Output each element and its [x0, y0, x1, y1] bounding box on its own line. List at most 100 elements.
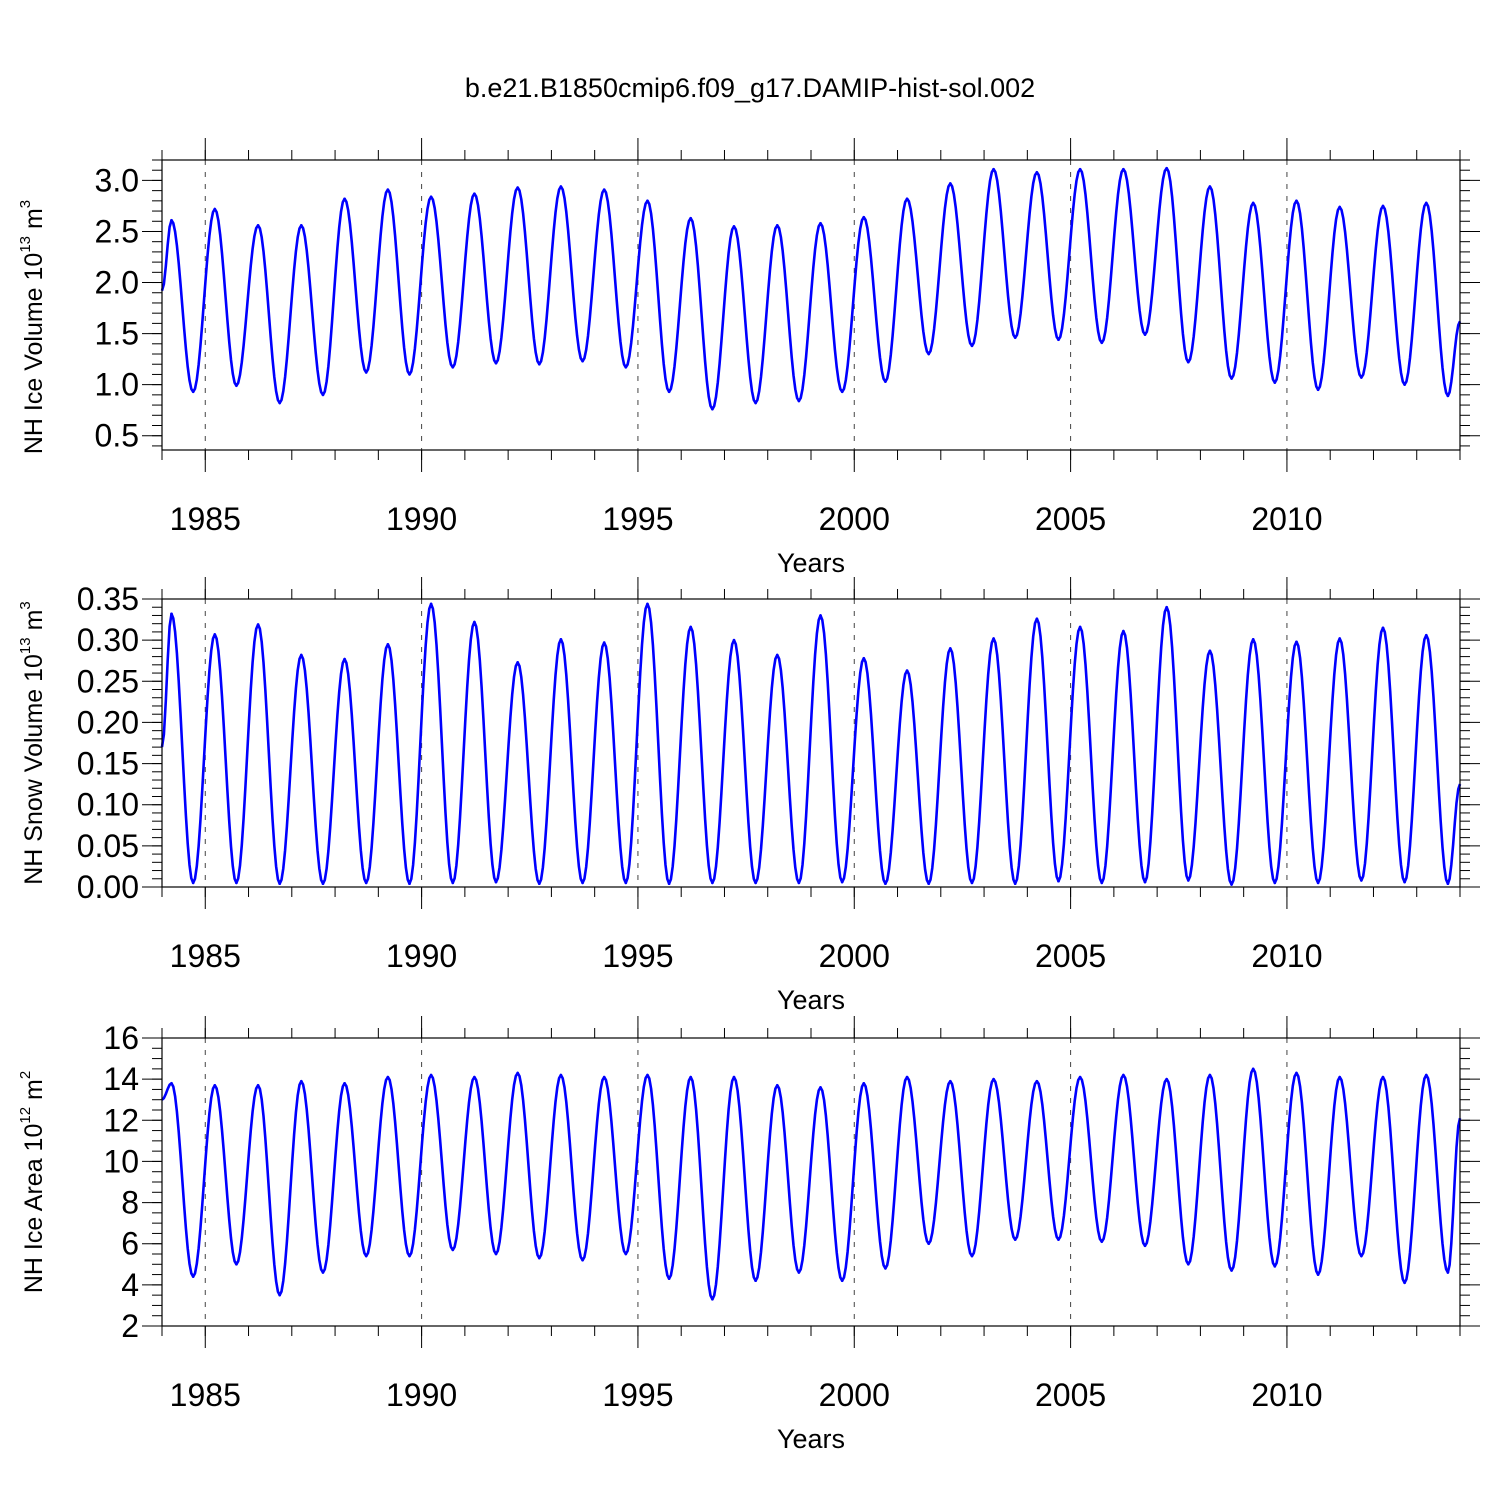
data-point-max	[905, 197, 909, 201]
data-point-max	[213, 207, 217, 211]
data-point-min	[408, 1254, 411, 1258]
data-point-min	[711, 881, 714, 885]
data-point-min	[451, 365, 455, 369]
data-point-min	[1273, 1265, 1277, 1268]
x-tick-label: 1985	[170, 501, 241, 537]
x-tick-label: 2000	[819, 1377, 890, 1413]
data-point-max	[386, 188, 390, 191]
nh-ice-volume-panel: 0.5 1.0 1.5 2.0 2.5 3.0 1985 1990 1995 2000 2005 20…	[17, 138, 1480, 578]
data-point-min	[840, 390, 844, 394]
x-tick-label: 2010	[1251, 938, 1322, 974]
y-tick-label: 16	[103, 1020, 139, 1056]
data-point-min	[235, 1262, 238, 1266]
data-point-max	[1338, 205, 1342, 209]
data-point-min	[235, 881, 238, 885]
data-point-min	[408, 882, 411, 886]
data-point-min	[581, 359, 584, 363]
data-point-min	[1186, 360, 1190, 364]
data-point-max	[1035, 617, 1039, 621]
data-point-min	[494, 1252, 498, 1256]
data-point-max	[1078, 167, 1082, 171]
data-point-min	[1316, 1273, 1320, 1276]
data-point-max	[300, 653, 303, 657]
data-point-min	[1143, 880, 1147, 884]
data-point-min	[1403, 383, 1406, 386]
data-point-min	[191, 1275, 195, 1278]
data-point-min	[1143, 1244, 1147, 1248]
x-axis-label: Years	[777, 985, 845, 1015]
data-point-min	[494, 361, 498, 365]
data-point-min	[235, 384, 238, 387]
data-point-min	[278, 882, 281, 886]
data-point-min	[884, 882, 887, 886]
y-tick-label: 0.20	[77, 704, 139, 740]
x-tick-label: 1990	[386, 1377, 457, 1413]
nh-snow-volume-panel: 0.00 0.05 0.10 0.15 0.20 0.25 0.30 0.35 1985 1990…	[17, 577, 1480, 1015]
x-axis-label: Years	[777, 548, 845, 578]
data-point-min	[1273, 381, 1277, 384]
data-point-max	[429, 195, 433, 199]
data-point-min	[494, 880, 498, 884]
data-point-min	[970, 344, 974, 348]
data-point-min	[278, 1293, 281, 1297]
data-point-min	[840, 880, 844, 884]
data-point-max	[689, 216, 693, 220]
data-point-max	[559, 185, 563, 188]
data-point-max	[1295, 199, 1298, 203]
data-point-max	[1165, 166, 1168, 170]
y-axis-label-main: NH Ice Volume 10	[20, 253, 48, 455]
data-point-min	[754, 881, 757, 885]
data-point-max	[1251, 638, 1255, 641]
data-point-max	[300, 224, 303, 227]
data-point-max	[473, 620, 476, 624]
data-point-min	[364, 371, 368, 374]
data-point-min	[711, 1297, 714, 1301]
data-point-min	[581, 881, 584, 885]
data-point-max	[473, 192, 476, 195]
data-point-min	[797, 399, 801, 403]
y-axis-label: NH Ice Volume 1013 m3	[17, 200, 48, 454]
data-point-max	[256, 1084, 260, 1087]
data-point-min	[537, 1256, 541, 1260]
y-tick-label: 8	[121, 1185, 139, 1221]
data-point-max	[516, 661, 519, 664]
data-point-min	[191, 390, 195, 394]
y-tick-label: 0.00	[77, 869, 139, 905]
data-point-max	[343, 657, 346, 661]
data-point-min	[321, 393, 325, 397]
x-tick-label: 2005	[1035, 501, 1106, 537]
series-line	[160, 602, 1462, 886]
y-axis-label-unit-exponent: 3	[17, 200, 34, 208]
y-tick-label: 1.5	[95, 316, 139, 352]
x-tick-label: 2000	[819, 938, 890, 974]
x-tick-label: 2005	[1035, 1377, 1106, 1413]
y-axis-label-main: NH Snow Volume 10	[20, 654, 48, 885]
x-tick-label: 1995	[602, 1377, 673, 1413]
data-point-max	[1295, 640, 1298, 644]
data-point-max	[1381, 626, 1385, 630]
data-point-max	[1208, 185, 1212, 188]
data-point-max	[992, 1077, 995, 1081]
data-point-max	[1035, 1079, 1039, 1083]
data-point-min	[1360, 879, 1363, 882]
data-point-min	[797, 1271, 801, 1274]
y-tick-label: 12	[103, 1102, 139, 1138]
y-tick-label: 10	[103, 1143, 139, 1179]
data-point-max	[1251, 1067, 1255, 1071]
data-point-max	[1208, 649, 1212, 653]
data-point-max	[300, 1079, 303, 1083]
y-axis-label-unit-exponent: 3	[17, 601, 34, 609]
data-point-min	[1316, 388, 1320, 392]
data-point-min	[451, 1248, 455, 1252]
data-point-max	[1165, 605, 1168, 609]
plot-frame	[161, 159, 1461, 451]
data-point-min	[884, 380, 887, 383]
data-point-max	[819, 1086, 822, 1089]
data-point-max	[646, 1073, 649, 1077]
y-axis-label: NH Ice Area 1012 m2	[17, 1071, 48, 1293]
data-point-max	[862, 656, 866, 660]
data-point-min	[1013, 882, 1017, 886]
data-point-min	[1057, 338, 1060, 342]
x-tick-label: 1990	[386, 501, 457, 537]
